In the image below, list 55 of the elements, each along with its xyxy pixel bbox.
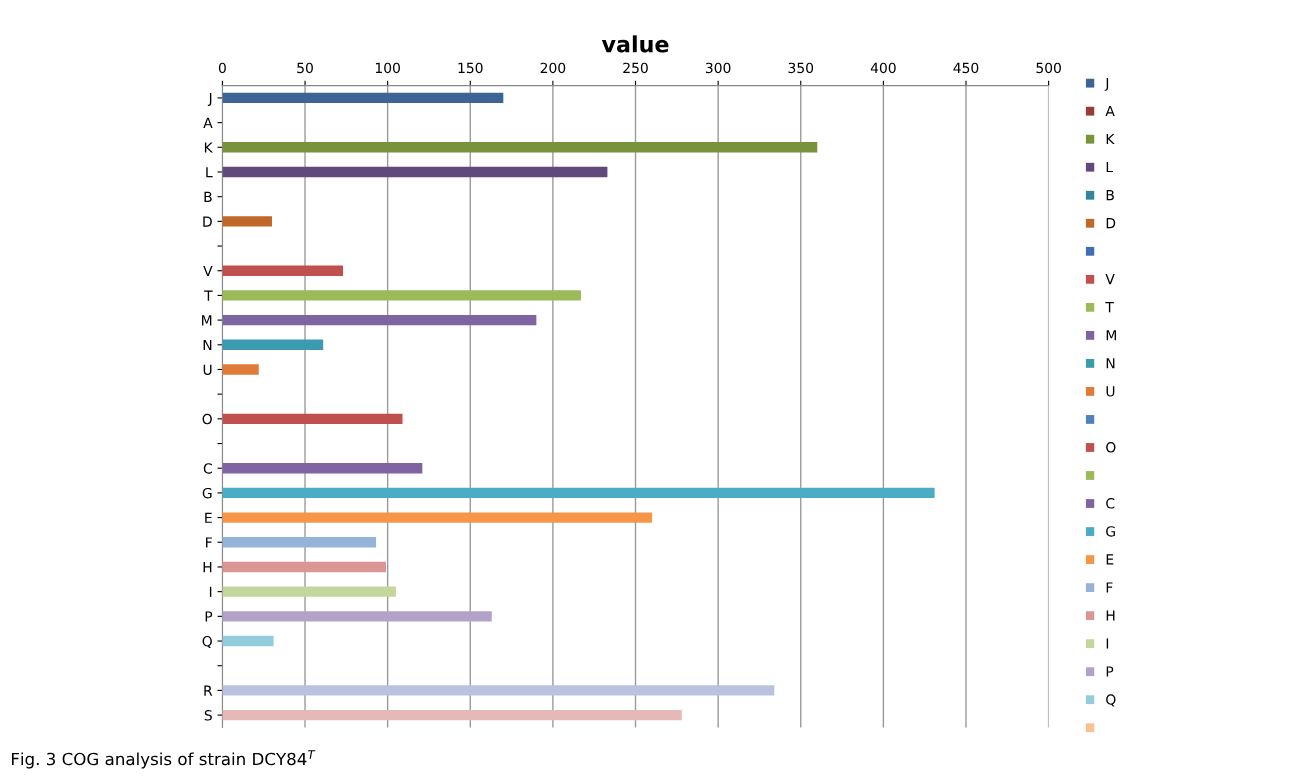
y-tick-label: O — [202, 413, 212, 425]
legend-label: G — [1106, 526, 1115, 537]
x-tick-label: 200 — [540, 62, 566, 74]
legend-label: P — [1106, 666, 1114, 677]
y-tick-label: P — [205, 611, 213, 622]
legend-label: N — [1106, 358, 1115, 369]
y-tick-label: V — [203, 265, 213, 277]
legend-label: F — [1106, 582, 1113, 593]
y-tick-label: E — [205, 512, 212, 523]
y-tick-label: B — [204, 191, 212, 202]
chart-title: value — [601, 35, 669, 53]
x-tick-label: 450 — [953, 62, 979, 74]
legend-label: E — [1106, 554, 1114, 565]
x-tick-label: 150 — [458, 62, 483, 74]
y-tick-label: K — [204, 142, 213, 153]
x-tick-label: 400 — [870, 62, 896, 74]
legend-label: Q — [1106, 694, 1116, 707]
legend-label: T — [1105, 302, 1114, 313]
legend-label: V — [1105, 274, 1115, 285]
legend-label: B — [1106, 190, 1114, 201]
y-tick-label: R — [204, 685, 213, 696]
caption: Fig. 3 COG analysis of strain DCY84$^{T}$ — [11, 750, 316, 769]
y-tick-label: G — [202, 487, 212, 499]
legend-label: A — [1105, 105, 1115, 117]
legend-label: I — [1106, 638, 1109, 649]
x-tick-label: 300 — [705, 62, 731, 74]
legend-label: D — [1106, 218, 1116, 229]
y-tick-label: Q — [202, 636, 212, 649]
x-tick-label: 100 — [375, 62, 400, 74]
y-tick-label: M — [202, 315, 212, 326]
legend-label: K — [1106, 133, 1115, 145]
y-tick-label: A — [203, 117, 213, 128]
y-tick-label: N — [203, 339, 212, 351]
legend-label: H — [1106, 610, 1115, 621]
y-tick-label: L — [206, 167, 213, 178]
legend-label: L — [1106, 162, 1114, 173]
y-tick-label: C — [203, 463, 212, 474]
x-tick-label: 50 — [297, 62, 313, 74]
y-tick-label: F — [206, 537, 212, 548]
legend-label: M — [1106, 330, 1116, 341]
legend-label: U — [1106, 386, 1115, 397]
x-tick-label: 250 — [623, 62, 648, 74]
legend-label: J — [1104, 77, 1109, 91]
y-tick-label: J — [207, 93, 212, 106]
x-tick-label: 500 — [1036, 62, 1061, 74]
y-tick-label: D — [203, 216, 212, 227]
x-tick-label: 350 — [788, 62, 814, 74]
legend-label: C — [1106, 498, 1115, 509]
y-tick-label: H — [203, 562, 212, 573]
x-tick-label: 0 — [218, 62, 226, 74]
legend-label: O — [1106, 442, 1116, 453]
y-tick-label: I — [209, 586, 212, 597]
y-tick-label: S — [204, 710, 212, 721]
y-tick-label: U — [203, 364, 212, 375]
y-tick-label: T — [204, 290, 213, 301]
